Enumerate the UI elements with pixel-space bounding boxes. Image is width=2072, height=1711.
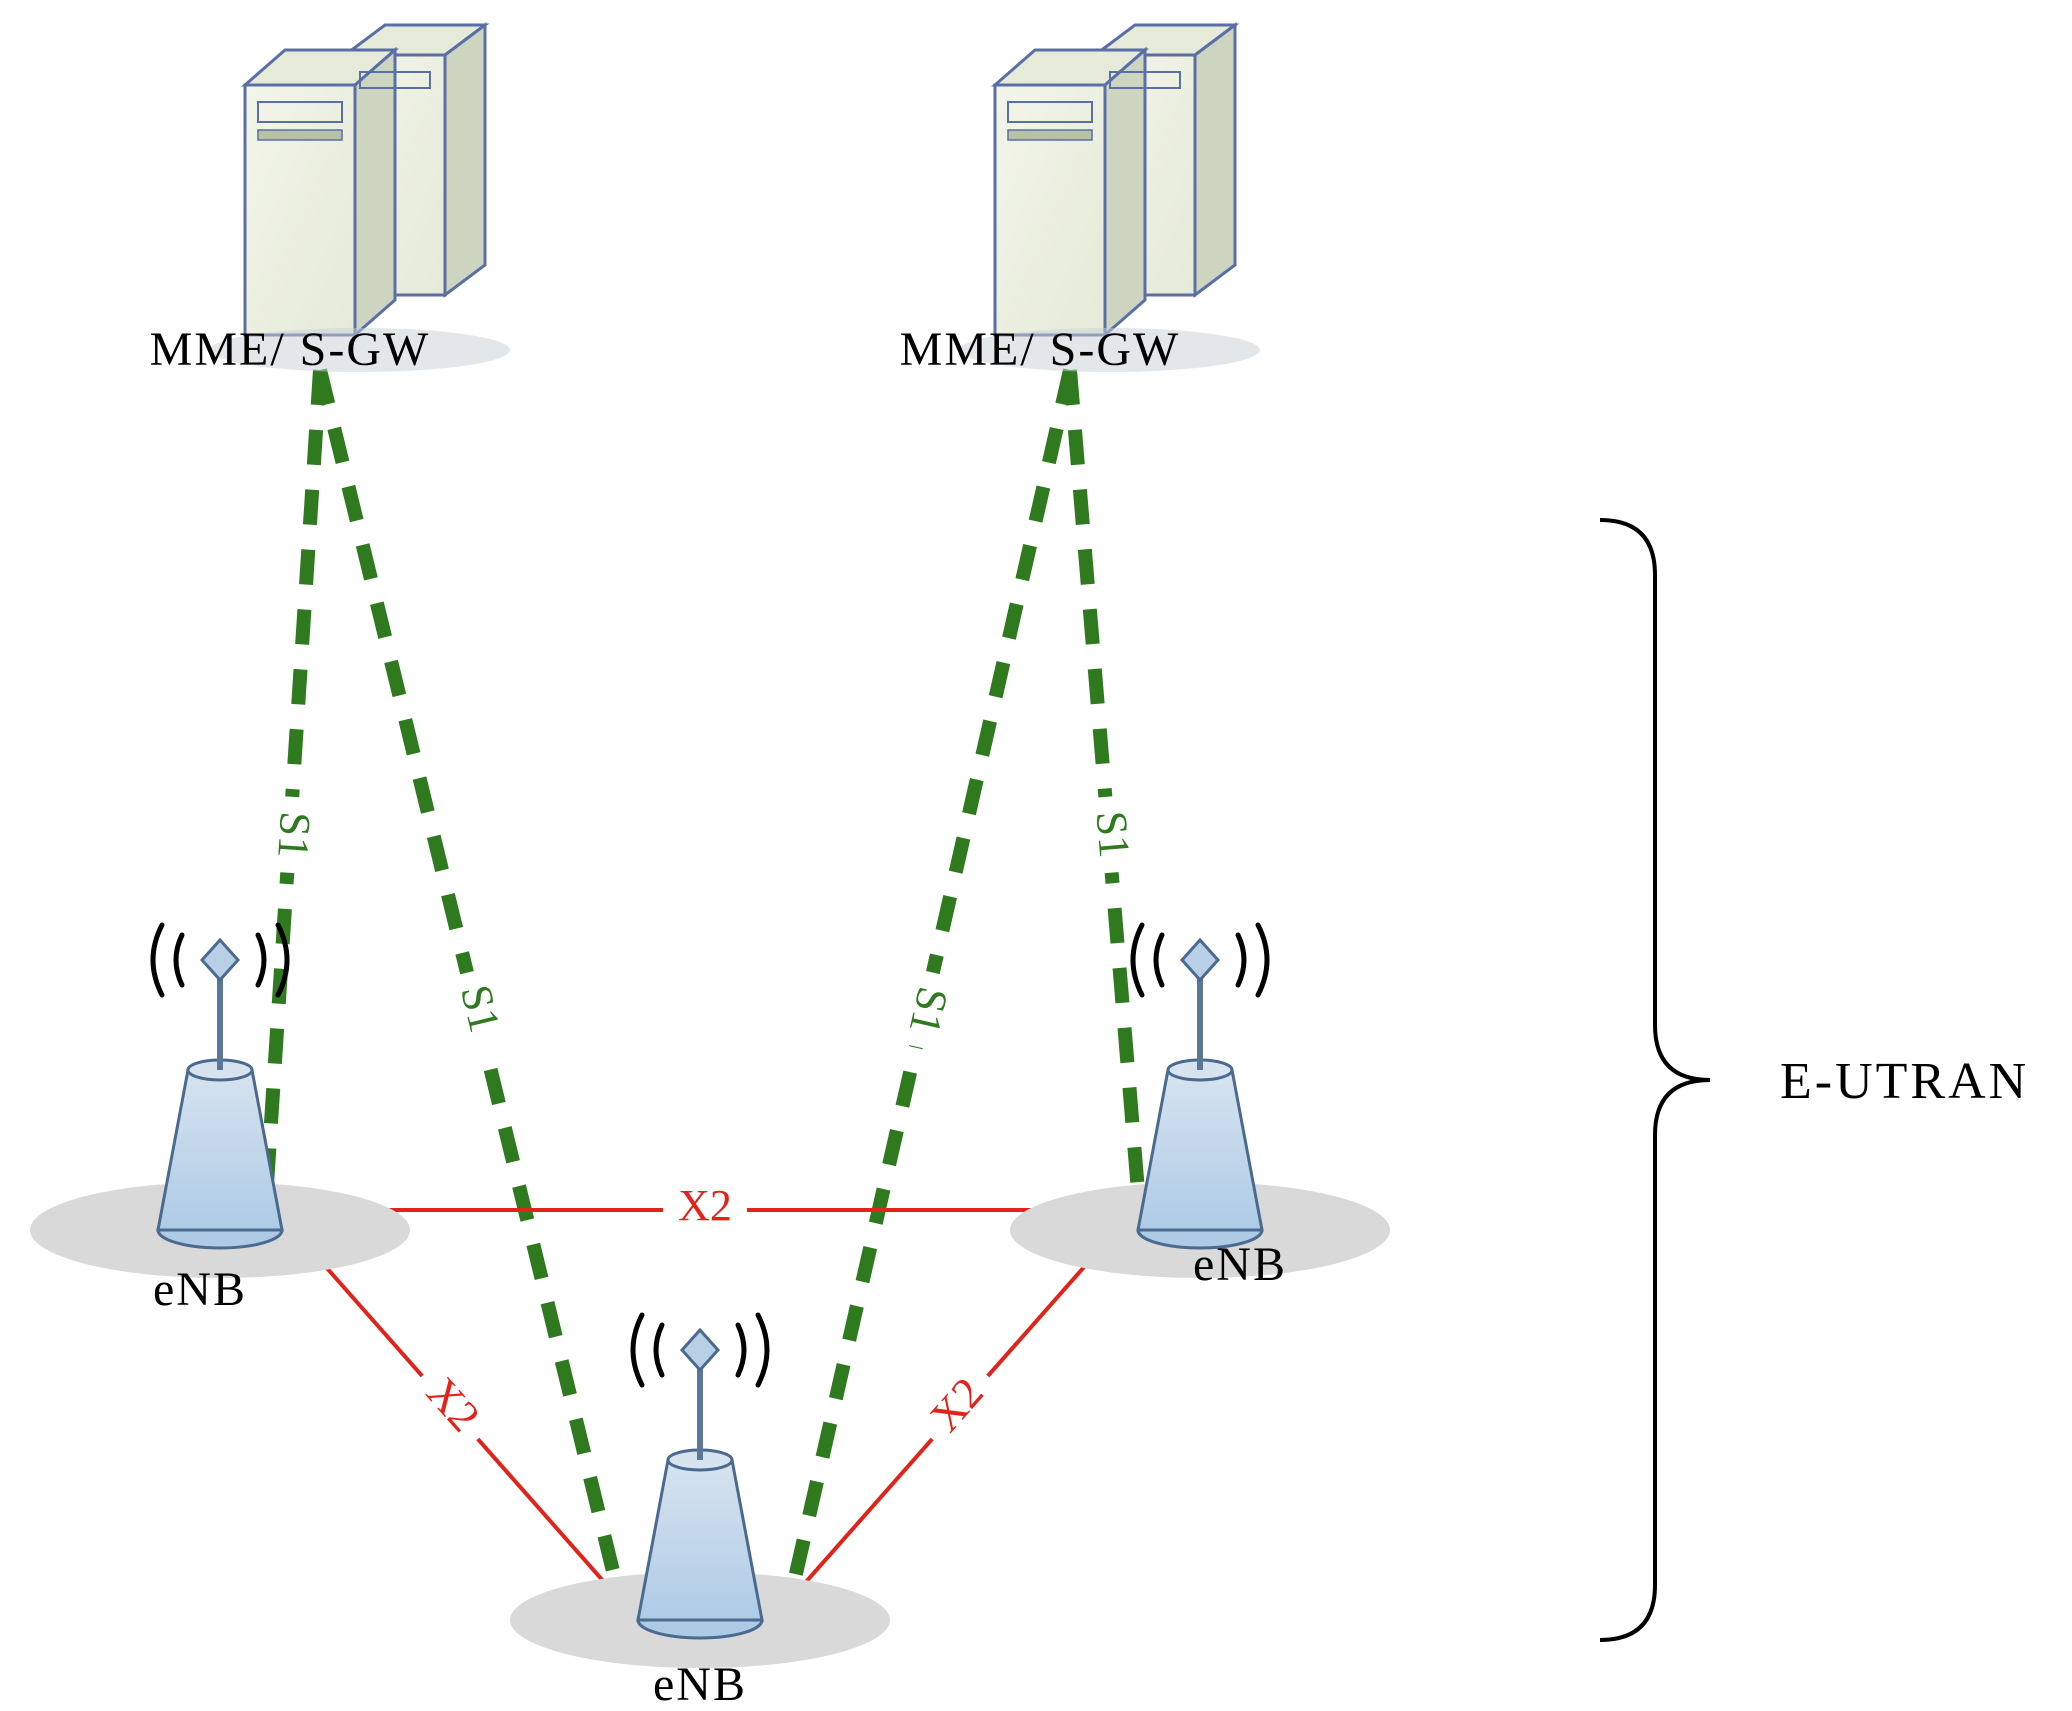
node-label: MME/ S-GW	[900, 323, 1181, 376]
x2-link-label: X2	[678, 1181, 732, 1230]
s1-link	[1070, 370, 1140, 1215]
server-icon	[960, 25, 1260, 372]
eutran-label: E-UTRAN	[1780, 1053, 2029, 1110]
s1-link	[265, 370, 320, 1215]
node-label: eNB	[153, 1263, 247, 1316]
node-label: eNB	[1193, 1238, 1287, 1291]
server-icon	[210, 25, 510, 372]
network-diagram: S1S1S1S1X2X2X2MME/ S-GWMME/ S-GWeNBeNBeN…	[0, 0, 2072, 1711]
eutran-bracket	[1600, 520, 1710, 1640]
antenna-icon	[1010, 925, 1390, 1278]
s1-link-label: S1	[268, 810, 320, 860]
s1-link-label: S1	[1087, 809, 1140, 859]
node-label: MME/ S-GW	[150, 323, 431, 376]
node-label: eNB	[653, 1658, 747, 1711]
antenna-icon	[30, 925, 410, 1278]
